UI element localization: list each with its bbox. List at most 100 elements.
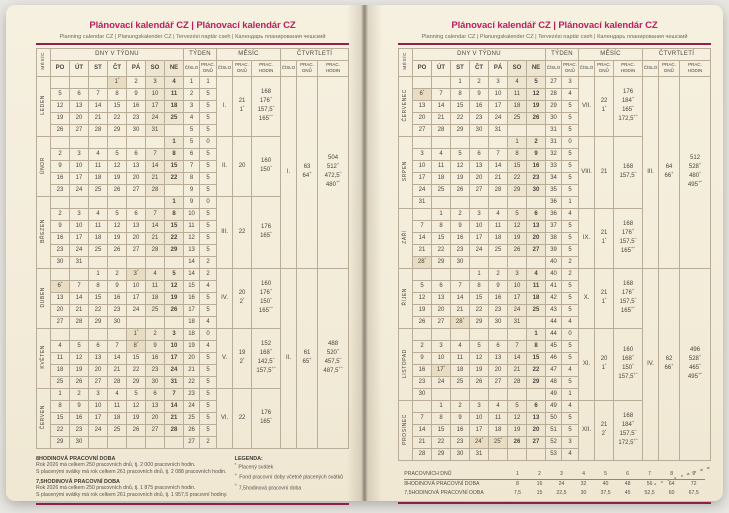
day-cell: 1 xyxy=(431,399,451,413)
day-cell: 18 xyxy=(507,99,527,113)
week-row: 6* 7 8 9 10 11 12 28 4 xyxy=(399,87,711,101)
day-cell: 6 xyxy=(488,339,508,353)
month-name: LISTOPAD xyxy=(402,348,408,378)
day-cell xyxy=(450,267,470,281)
month-name-cell: BŘEZEN xyxy=(36,195,51,269)
month-number-cell: I. xyxy=(216,75,234,137)
quarter-hours-line: 495+^ xyxy=(687,371,703,381)
day-cell: 22 xyxy=(431,243,451,257)
month-number-cell: VIII. xyxy=(578,135,596,209)
days-of-week-header: DNY V TÝDNU xyxy=(411,47,547,61)
note-marker: ^ xyxy=(632,104,634,110)
note-marker: +^ xyxy=(268,305,274,311)
week-number-cell: 6 xyxy=(183,147,201,161)
workdays-ref-value: 4 xyxy=(572,469,595,480)
week-workdays-cell: 5 xyxy=(199,291,218,305)
day-cell: 28 xyxy=(69,315,89,329)
day-cell: 3 xyxy=(507,267,527,281)
week-row: 22 23 24 25 26 27 28 26 5 xyxy=(37,423,349,437)
week-number-cell: 18 xyxy=(183,315,201,329)
note-marker: ^ xyxy=(270,416,272,422)
day-cell: 9 xyxy=(469,87,489,101)
quarter-hours-header-line: HODIN xyxy=(325,68,341,74)
day-cell: 3 xyxy=(88,387,108,401)
day-cell xyxy=(469,255,489,269)
week-row: 2 3 4 5 6 7 8 10 5 xyxy=(37,207,349,221)
week-workdays-cell: 2 xyxy=(199,255,218,269)
bottom-rule-left xyxy=(36,502,349,505)
day-cell: 31 xyxy=(145,123,165,137)
month-workdays-line: 1* xyxy=(239,104,245,114)
month-workdays-cell: 20 xyxy=(232,135,253,197)
day-cell: 14 xyxy=(145,219,165,233)
day-cell: 24 xyxy=(507,303,527,317)
week-workdays-cell: 5 xyxy=(561,243,580,257)
day-cell: 25 xyxy=(88,183,108,197)
note-marker: * xyxy=(604,362,607,368)
day-cell: 3 xyxy=(163,327,185,341)
day-cell: 14 xyxy=(507,351,527,365)
day-cell: 12 xyxy=(50,99,70,113)
day-cell: 6 xyxy=(126,207,146,221)
workdays-ref-value: 45 xyxy=(624,490,631,497)
week-workdays-cell: 5 xyxy=(199,171,218,185)
day-cell: 29 xyxy=(126,375,146,389)
day-name-header: ČT xyxy=(107,59,127,77)
day-cell: 22 xyxy=(431,435,451,449)
day-cell: 28 xyxy=(412,447,432,461)
day-cell: 17 xyxy=(507,291,527,305)
quarter-hours-line: 488 xyxy=(328,341,339,348)
month-hours-line: 157,5^ xyxy=(257,104,275,114)
quarter-number-header: ČÍSLO xyxy=(642,59,660,77)
week-number-cell: 47 xyxy=(545,363,563,377)
week-workdays-cell: 5 xyxy=(199,387,218,401)
week-row: 16 17 18 19 20 21 22 8 5 xyxy=(37,171,349,185)
quarter-hours-cell: 504 512+ 472,5^ 480+^ xyxy=(317,75,350,269)
day-cell: 25 xyxy=(507,111,527,125)
month-name-cell: KVĚTEN xyxy=(36,327,51,389)
workdays-ref-value: 15 xyxy=(536,490,543,497)
week-row: 28 29 30 31 53 4 xyxy=(399,447,711,461)
day-cell: 8 xyxy=(469,279,489,293)
day-cell xyxy=(507,255,527,269)
day-cell: 13 xyxy=(126,219,146,233)
day-cell: 21 xyxy=(507,363,527,377)
day-cell xyxy=(507,195,527,209)
week-number-header: ČÍSLO xyxy=(183,59,201,77)
week-workdays-cell: 1 xyxy=(199,75,218,89)
week-number-cell: 42 xyxy=(545,291,563,305)
day-cell: 26 xyxy=(69,375,89,389)
day-cell: 30 xyxy=(450,255,470,269)
week-number-cell: 11 xyxy=(183,219,201,233)
week-workdays-cell: 4 xyxy=(561,207,580,221)
quarter-hours-line: 496 xyxy=(690,347,701,354)
month-name-cell: ŘÍJEN xyxy=(398,267,413,329)
workdays-ref-row: 8HODINOVÁ PRACOVNÍ DOBA 8 16 24 32 40 48 56 64 72 xyxy=(404,479,704,489)
day-cell: 4 xyxy=(431,147,451,161)
day-cell: 22 xyxy=(107,111,127,125)
month-name: LEDEN xyxy=(40,95,46,115)
day-cell xyxy=(507,123,527,137)
quarter-workdays-line: 65+ xyxy=(302,356,312,366)
day-cell: 30 xyxy=(50,255,70,269)
day-cell: 28 xyxy=(507,375,527,389)
day-cell: 5 xyxy=(69,339,89,353)
day-cell: 11 xyxy=(50,351,70,365)
day-cell xyxy=(145,315,165,329)
day-cell: 22 xyxy=(525,363,547,377)
day-cell xyxy=(469,387,489,401)
week-number-cell: 39 xyxy=(545,243,563,257)
week-row: 17 18 19 20 21 22 23 34 5 xyxy=(399,171,711,185)
day-cell: 8* xyxy=(126,339,146,353)
month-number-cell: XI. xyxy=(578,327,596,401)
day-cell: 27 xyxy=(412,123,432,137)
day-cell: 4 xyxy=(507,75,527,89)
day-cell: 31 xyxy=(488,123,508,137)
day-cell: 3 xyxy=(469,207,489,221)
day-cell: 19 xyxy=(163,291,185,305)
day-cell: 31 xyxy=(507,315,527,329)
week-workdays-cell: 5 xyxy=(561,279,580,293)
month-workdays-header-line: PRAC. xyxy=(235,62,249,68)
week-row: 6* 7 8 9 10 11 12 15 4 xyxy=(37,279,349,293)
note-marker: * xyxy=(60,280,63,286)
